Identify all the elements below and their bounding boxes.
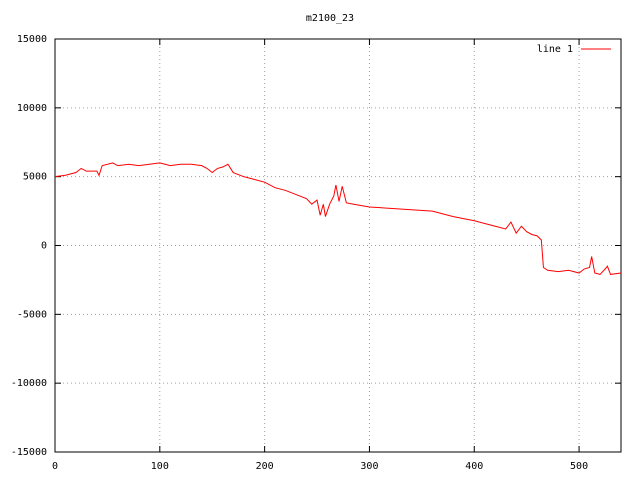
legend-label: line 1: [537, 44, 573, 55]
chart-title: m2100_23: [306, 13, 354, 24]
x-tick-label: 500: [570, 461, 588, 472]
y-tick-label: 5000: [23, 172, 47, 183]
x-tick-label: 0: [52, 461, 58, 472]
y-tick-label: 10000: [17, 103, 47, 114]
x-tick-label: 200: [256, 461, 274, 472]
y-tick-label: -5000: [17, 309, 47, 320]
y-tick-label: 0: [41, 241, 47, 252]
x-tick-label: 400: [465, 461, 483, 472]
x-tick-label: 100: [151, 461, 169, 472]
y-tick-label: 15000: [17, 34, 47, 45]
y-tick-label: -15000: [11, 447, 47, 458]
data-line: [54, 162, 622, 275]
y-tick-label: -10000: [11, 378, 47, 389]
x-tick-label: 300: [360, 461, 378, 472]
plot-border: [54, 38, 622, 453]
